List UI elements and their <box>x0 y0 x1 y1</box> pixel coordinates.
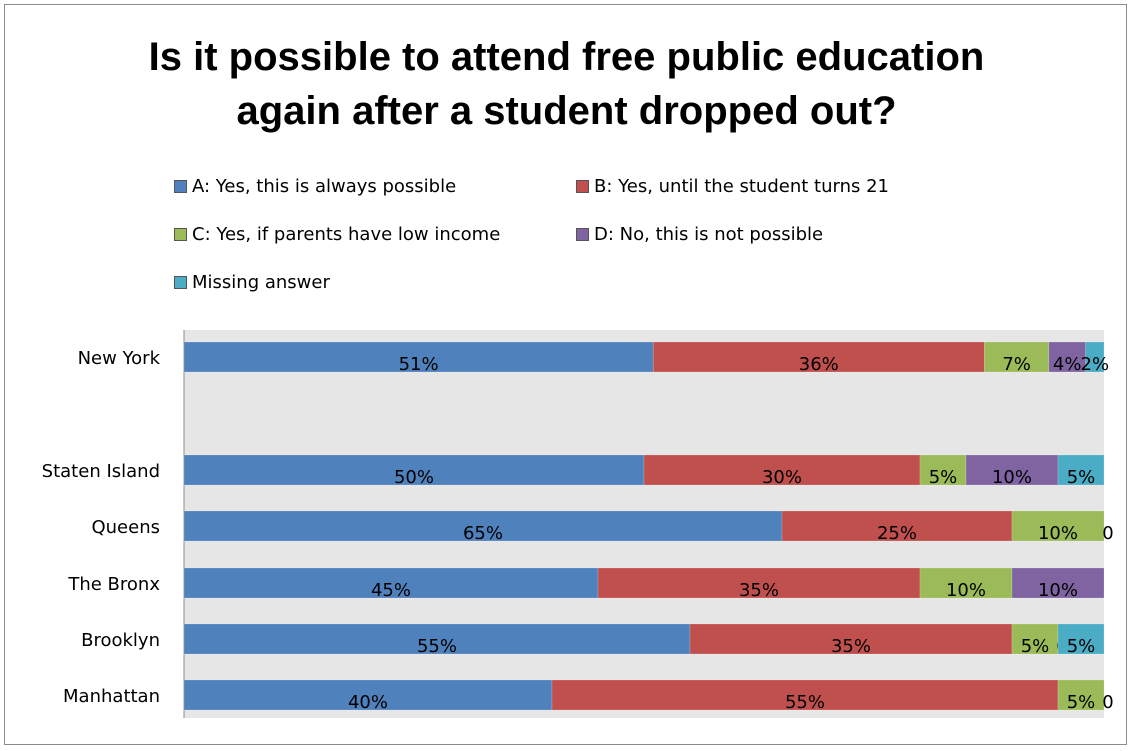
category-label-brooklyn: Brooklyn <box>81 630 160 651</box>
data-label-manhattan-series-1: 55% <box>785 692 825 713</box>
bar-the-bronx-series-3 <box>1011 567 1105 599</box>
chart-title-line-2: again after a student dropped out? <box>236 89 897 133</box>
data-label-brooklyn-series-1: 35% <box>831 636 871 657</box>
bar-queens-series-0 <box>183 510 783 542</box>
data-label-manhattan-series-3: 0 <box>1102 692 1113 713</box>
legend-item-missing: Missing answer <box>174 270 330 294</box>
legend-swatch-d <box>576 227 589 241</box>
data-label-the-bronx-series-1: 35% <box>739 580 779 601</box>
bar-the-bronx-series-2 <box>919 567 1013 599</box>
legend-label-missing: Missing answer <box>192 271 330 293</box>
legend-label-c: C: Yes, if parents have low income <box>192 223 501 245</box>
category-label-the-bronx: The Bronx <box>67 574 160 595</box>
bar-brooklyn-series-2 <box>1011 623 1059 655</box>
data-label-queens-series-1: 25% <box>877 523 917 544</box>
data-label-the-bronx-series-3: 10% <box>1038 580 1078 601</box>
bar-manhattan-series-1 <box>551 679 1059 711</box>
bar-new-york-series-4 <box>1085 341 1105 373</box>
data-label-manhattan-series-2: 5% <box>1067 692 1096 713</box>
bar-brooklyn-series-1 <box>689 623 1013 655</box>
legend-label-d: D: No, this is not possible <box>594 223 824 245</box>
chart-legend: A: Yes, this is always possible B: Yes, … <box>0 0 1133 310</box>
bar-staten-island-series-4 <box>1057 454 1105 486</box>
legend-item-c: C: Yes, if parents have low income <box>174 222 500 246</box>
legend-swatch-missing <box>174 275 187 289</box>
legend-swatch-b <box>576 179 589 193</box>
data-label-new-york-series-1: 36% <box>799 354 839 375</box>
data-label-queens-series-2: 10% <box>1038 523 1078 544</box>
data-label-brooklyn-series-4: 5% <box>1067 636 1096 657</box>
chart-title-line-1: Is it possible to attend free public edu… <box>148 35 985 79</box>
legend-item-a: A: Yes, this is always possible <box>174 174 456 198</box>
bar-staten-island-series-0 <box>183 454 645 486</box>
category-label-queens: Queens <box>91 517 160 538</box>
bar-brooklyn-series-4 <box>1057 623 1105 655</box>
legend-label-b: B: Yes, until the student turns 21 <box>594 175 889 197</box>
bar-the-bronx-series-0 <box>183 567 599 599</box>
data-label-staten-island-series-1: 30% <box>762 467 802 488</box>
data-label-queens-series-3: 0 <box>1102 523 1113 544</box>
data-label-the-bronx-series-0: 45% <box>371 580 411 601</box>
data-label-staten-island-series-3: 10% <box>992 467 1032 488</box>
data-label-staten-island-series-4: 5% <box>1067 467 1096 488</box>
data-label-new-york-series-0: 51% <box>399 354 439 375</box>
bar-staten-island-series-1 <box>643 454 921 486</box>
legend-item-d: D: No, this is not possible <box>576 222 823 246</box>
data-label-brooklyn-series-2: 5% <box>1021 636 1050 657</box>
bar-brooklyn-series-0 <box>183 623 691 655</box>
bar-queens-series-2 <box>1011 510 1105 542</box>
data-label-manhattan-series-0: 40% <box>348 692 388 713</box>
data-label-brooklyn-series-0: 55% <box>417 636 457 657</box>
category-label-staten-island: Staten Island <box>42 461 160 482</box>
chart-title: Is it possible to attend free public edu… <box>0 30 1133 138</box>
data-label-new-york-series-4: 2% <box>1081 354 1110 375</box>
data-label-new-york-series-3: 4% <box>1053 354 1082 375</box>
bar-new-york-series-1 <box>652 341 985 373</box>
data-label-queens-series-0: 65% <box>463 523 503 544</box>
data-label-new-york-series-2: 7% <box>1002 354 1031 375</box>
bar-new-york-series-3 <box>1048 341 1086 373</box>
category-label-manhattan: Manhattan <box>63 686 160 707</box>
legend-item-b: B: Yes, until the student turns 21 <box>576 174 889 198</box>
data-label-staten-island-series-2: 5% <box>929 467 958 488</box>
bar-new-york-series-2 <box>984 341 1050 373</box>
category-label-new-york: New York <box>78 348 161 369</box>
legend-swatch-c <box>174 227 187 241</box>
data-label-the-bronx-series-2: 10% <box>946 580 986 601</box>
legend-swatch-a <box>174 179 187 193</box>
legend-label-a: A: Yes, this is always possible <box>192 175 457 197</box>
data-label-staten-island-series-0: 50% <box>394 467 434 488</box>
bar-manhattan-series-2 <box>1057 679 1105 711</box>
bar-new-york-series-0 <box>183 341 654 373</box>
bar-manhattan-series-0 <box>183 679 553 711</box>
